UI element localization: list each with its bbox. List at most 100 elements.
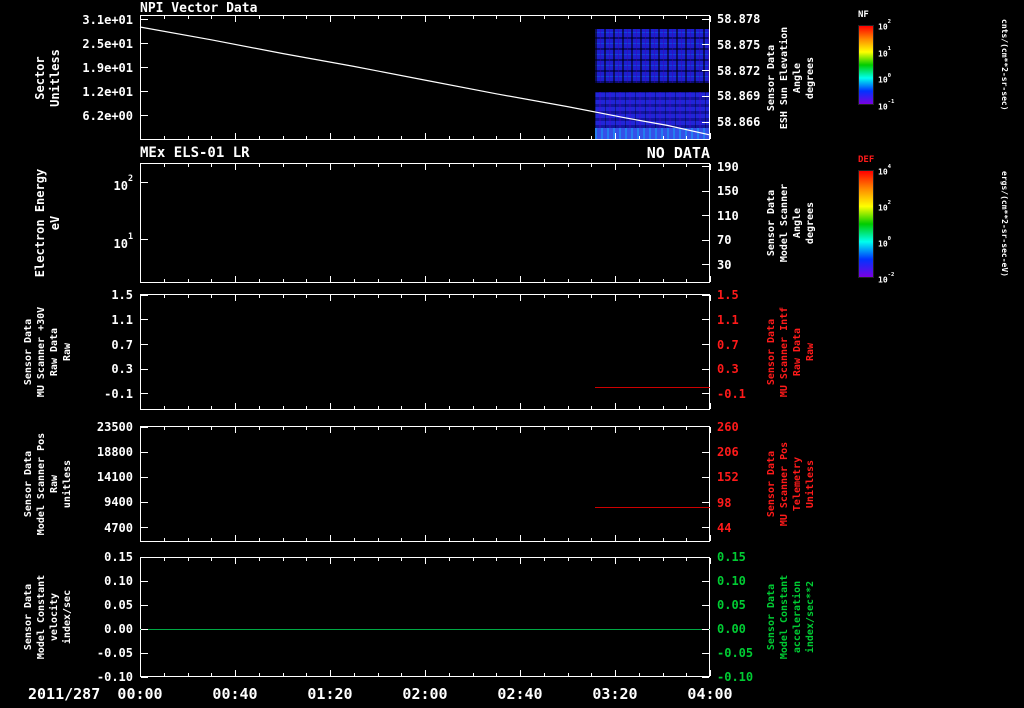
x-tick-mark xyxy=(638,295,640,298)
x-tick-mark xyxy=(615,427,616,433)
left-tick-mark xyxy=(141,319,148,321)
x-tick-mark xyxy=(235,427,236,433)
x-tick-mark xyxy=(211,295,213,298)
left-tick-mark xyxy=(141,580,148,582)
els-right-tick-label: 30 xyxy=(717,257,732,272)
x-axis-date-label: 2011/287 xyxy=(28,685,101,703)
x-tick-mark xyxy=(401,558,403,561)
x-tick-mark xyxy=(567,295,569,298)
x-tick-mark xyxy=(163,136,165,139)
x-tick-mark xyxy=(211,427,213,430)
left-tick-mark xyxy=(141,67,148,69)
x-tick-mark xyxy=(187,406,189,409)
colorbar-tick-label: 100 xyxy=(878,72,892,85)
colorbar-tick-label: 102 xyxy=(878,19,892,32)
x-tick-mark xyxy=(187,295,189,298)
els-right-tick-label: 110 xyxy=(717,208,739,223)
x-tick-mark xyxy=(686,558,688,561)
x-tick-mark xyxy=(662,427,664,430)
x-tick-mark xyxy=(282,538,284,541)
x-tick-mark xyxy=(353,16,355,19)
x-tick-mark xyxy=(401,295,403,298)
x-tick-mark xyxy=(401,406,403,409)
x-tick-mark xyxy=(306,136,308,139)
x-tick-mark xyxy=(235,670,236,676)
right-tick-mark xyxy=(702,476,709,478)
x-tick-mark xyxy=(496,558,498,561)
right-tick-mark xyxy=(702,604,709,606)
x-tick-mark xyxy=(235,133,236,139)
mu-intf-left-tick-label: -0.1 xyxy=(104,386,133,401)
x-tick-mark xyxy=(591,427,593,430)
x-tick-mark xyxy=(306,279,308,282)
right-tick-mark xyxy=(702,70,709,72)
x-tick-mark xyxy=(330,427,331,433)
x-tick-mark xyxy=(710,16,711,22)
x-tick-mark xyxy=(377,279,379,282)
colorbar-def-title: DEF xyxy=(858,155,875,165)
colorbar-def-unit: ergs/(cm**2-sr-sec-eV) xyxy=(1000,171,1009,277)
x-tick-mark xyxy=(710,403,711,409)
model-constant-left-axis-label: Sensor Data Model Constant velocity index/s… xyxy=(23,574,73,660)
x-tick-mark xyxy=(377,136,379,139)
x-axis-tick-label: 01:20 xyxy=(307,685,353,703)
x-tick-mark xyxy=(591,673,593,676)
x-tick-mark xyxy=(377,538,379,541)
x-tick-mark xyxy=(710,535,711,541)
x-tick-mark xyxy=(258,558,260,561)
x-tick-mark xyxy=(662,16,664,19)
x-tick-mark xyxy=(662,136,664,139)
x-tick-mark xyxy=(353,406,355,409)
x-tick-mark xyxy=(282,295,284,298)
left-tick-mark xyxy=(141,652,148,654)
x-tick-mark xyxy=(472,538,474,541)
els-right-tick-label: 150 xyxy=(717,184,739,199)
left-tick-mark xyxy=(141,527,148,529)
npi-left-tick-label: 2.5e+01 xyxy=(82,36,133,51)
x-tick-mark xyxy=(496,16,498,19)
x-tick-mark xyxy=(401,164,403,167)
npi-left-tick-label: 6.2e+00 xyxy=(82,108,133,123)
x-tick-mark xyxy=(140,535,141,541)
els-left-tick-label: 102 xyxy=(113,173,134,194)
x-tick-mark xyxy=(448,164,450,167)
x-tick-mark xyxy=(710,427,711,433)
x-tick-mark xyxy=(591,558,593,561)
x-tick-mark xyxy=(353,538,355,541)
x-tick-mark xyxy=(187,136,189,139)
x-tick-mark xyxy=(163,16,165,19)
x-tick-mark xyxy=(448,406,450,409)
x-tick-mark xyxy=(377,164,379,167)
left-tick-mark xyxy=(141,91,148,93)
x-tick-mark xyxy=(472,406,474,409)
x-tick-mark xyxy=(638,427,640,430)
scanner-pos-right-tick-label: 152 xyxy=(717,470,739,485)
x-tick-mark xyxy=(235,164,236,170)
series-line-scanner-pos xyxy=(594,506,710,508)
x-tick-mark xyxy=(448,673,450,676)
x-tick-mark xyxy=(543,673,545,676)
colorbar-def: DEF 104 102 100 10-2 ergs/(cm**2-sr-sec-eV) xyxy=(858,155,1024,295)
x-tick-mark xyxy=(520,133,521,139)
model-constant-right-axis-label: Sensor Data Model Constant acceleration ind… xyxy=(766,574,816,660)
x-tick-mark xyxy=(353,427,355,430)
left-tick-mark xyxy=(141,556,148,558)
scanner-pos-right-tick-label: 44 xyxy=(717,520,732,535)
x-tick-mark xyxy=(662,673,664,676)
x-tick-mark xyxy=(567,538,569,541)
x-tick-mark xyxy=(163,295,165,298)
model-constant-left-tick-label: 0.10 xyxy=(104,574,133,588)
els-left-tick-label: 101 xyxy=(113,231,134,251)
x-tick-mark xyxy=(282,673,284,676)
left-tick-mark xyxy=(141,115,148,117)
x-tick-mark xyxy=(591,279,593,282)
mu-intf-left-tick-label: 1.1 xyxy=(111,312,133,327)
x-tick-mark xyxy=(330,295,331,301)
scanner-pos-left-tick-label: 18800 xyxy=(96,445,133,460)
x-tick-mark xyxy=(187,164,189,167)
x-tick-mark xyxy=(425,295,426,301)
x-tick-mark xyxy=(282,136,284,139)
x-tick-mark xyxy=(140,16,141,22)
x-tick-mark xyxy=(567,164,569,167)
